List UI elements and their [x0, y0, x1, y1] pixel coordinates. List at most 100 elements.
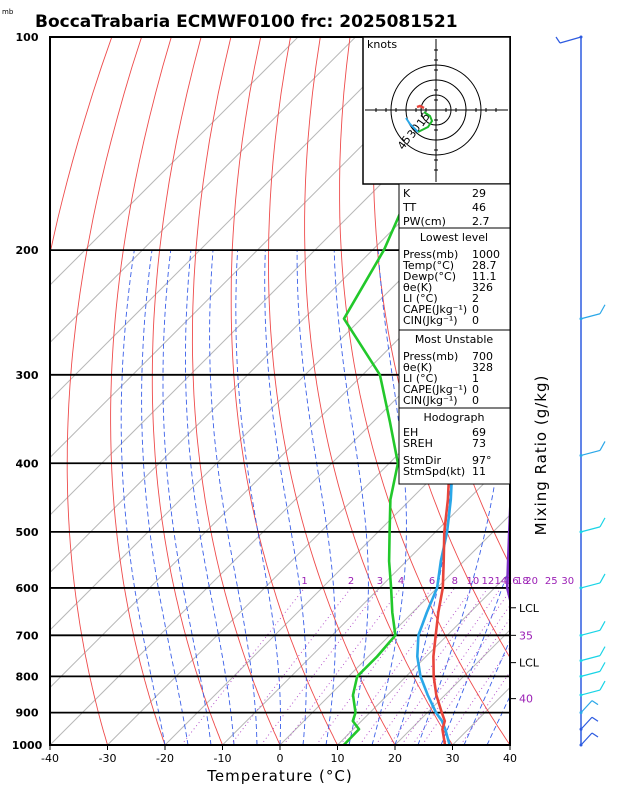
dry-adiabat-line: [66, 37, 143, 745]
most-unstable-header: Most Unstable: [415, 333, 494, 346]
lowest-level-row-value: 1000: [472, 248, 500, 261]
isotherm-line: [50, 37, 299, 286]
mixing-ratio-line: [401, 590, 510, 745]
wind-barb: [579, 662, 606, 678]
dry-adiabat-line: [372, 37, 510, 659]
temperature-tick-label: -30: [99, 752, 117, 765]
wind-barb: [579, 716, 599, 731]
wind-barb-flag: [599, 662, 606, 672]
lowest-level-box: [398, 227, 511, 331]
moist-adiabat-line: [509, 743, 510, 745]
moist-adiabat-line: [141, 250, 189, 745]
hodograph-stat-row-label: SREH: [403, 437, 433, 450]
dry-adiabat-line: [339, 37, 510, 745]
moist-adiabat-line: [463, 639, 510, 745]
isotherm-line: [50, 37, 356, 344]
wind-barb-shaft: [580, 629, 601, 636]
chart-title: BoccaTrabaria ECMWF0100 frc: 2025081521: [35, 12, 458, 32]
pressure-tick-label: 600: [16, 582, 39, 595]
mixing-ratio-label: 1: [301, 576, 307, 587]
mixing-ratio-label: 30: [561, 576, 574, 587]
lowest-level-row-value: 11.1: [472, 270, 497, 283]
wind-barb-shaft: [580, 670, 601, 677]
mixing-ratio-label: 14: [495, 576, 508, 587]
pressure-tick-label: 700: [16, 629, 39, 642]
tt-index-value: 46: [472, 201, 486, 214]
wind-barb-shaft: [580, 526, 601, 533]
hodograph-trace-mid: [405, 117, 419, 133]
wind-barb-shaft: [559, 36, 582, 44]
dry-adiabat-line: [498, 37, 510, 186]
mixing-ratio-line: [230, 587, 352, 745]
right-marker-label: 35: [519, 629, 533, 642]
mixing-ratio-label: 3: [377, 576, 383, 587]
temperature-tick-label: 40: [503, 752, 517, 765]
wind-barb-flag: [599, 517, 606, 528]
mixing-ratio-axis-title: Mixing Ratio (g/kg): [532, 375, 550, 536]
isotherm-line: [164, 399, 510, 745]
most-unstable-row-label: LI (°C): [403, 372, 438, 385]
isotherm-line: [50, 37, 414, 401]
mixing-ratio-line: [460, 671, 510, 745]
pressure-tick-label: 300: [16, 369, 39, 382]
most-unstable-row-value: 0: [472, 383, 479, 396]
mixing-ratio-label: 25: [545, 576, 558, 587]
temperature-tick-label: -20: [156, 752, 174, 765]
lowest-level-row-value: 2: [472, 292, 479, 305]
moist-adiabat-line: [185, 250, 235, 745]
hodograph-unit-label: knots: [367, 38, 397, 51]
storm-motion-value: 11: [472, 465, 486, 478]
pressure-tick-label: 800: [16, 670, 39, 683]
mixing-ratio-line: [315, 587, 433, 745]
dry-adiabat-line: [191, 37, 281, 745]
wind-barb-shaft: [580, 700, 593, 714]
storm-motion-label: StmDir: [403, 454, 442, 467]
lowest-level-row-label: CAPE(Jkg⁻¹): [403, 303, 467, 316]
dry-adiabat-line: [268, 37, 396, 745]
wind-barb-shaft: [580, 313, 601, 320]
wind-barb-flag: [591, 732, 599, 738]
lowest-level-row-label: LI (°C): [403, 292, 438, 305]
k-index-value: 29: [472, 187, 486, 200]
wind-barb-flag: [599, 680, 606, 691]
hodograph-trace-lower: [417, 111, 434, 133]
lowest-level-row-value: 28.7: [472, 259, 497, 272]
wind-barb: [579, 304, 606, 321]
hodograph-trace-upper: [416, 104, 425, 110]
storm-motion-label: StmSpd(kt): [403, 465, 465, 478]
moist-adiabat-line: [209, 250, 258, 745]
pw-label: PW(cm): [403, 215, 446, 228]
pressure-tick-label: 200: [16, 244, 39, 257]
most-unstable-row-value: 700: [472, 350, 493, 363]
wind-barb-profile: [555, 35, 606, 747]
most-unstable-row-label: CAPE(Jkg⁻¹): [403, 383, 467, 396]
mixing-ratio-label: 20: [525, 576, 538, 587]
dry-adiabat-line: [559, 37, 618, 745]
temperature-tick-label: -40: [41, 752, 59, 765]
most-unstable-row-label: Press(mb): [403, 350, 458, 363]
mixing-ratio-label: 4: [398, 576, 404, 587]
mixing-ratio-label: 10: [467, 576, 480, 587]
moist-adiabat-line: [296, 250, 336, 745]
wind-barb: [579, 573, 606, 590]
wind-barb-flag: [591, 700, 599, 706]
tt-index-label: TT: [402, 201, 417, 214]
wind-barb-shaft: [580, 716, 593, 730]
most-unstable-row-value: 1: [472, 372, 479, 385]
hodograph-stat-row-label: EH: [403, 426, 418, 439]
temperature-tick-label: 20: [388, 752, 402, 765]
mixing-ratio-label: 12: [482, 576, 495, 587]
lowest-level-row-label: CIN(Jkg⁻¹): [403, 314, 458, 327]
mixing-ratio-label: 8: [452, 576, 458, 587]
moist-adiabat-line: [120, 250, 166, 745]
wind-barb-shaft: [580, 582, 601, 589]
pressure-tick-label: 900: [16, 707, 39, 720]
dry-adiabat-line: [230, 37, 338, 745]
wind-barb: [579, 646, 606, 663]
stats-table: K 29 TT 46 PW(cm) 2.7 Lowest level Press…: [398, 183, 511, 485]
wind-barb-flag: [599, 646, 606, 656]
moist-adiabat-line: [235, 250, 281, 745]
